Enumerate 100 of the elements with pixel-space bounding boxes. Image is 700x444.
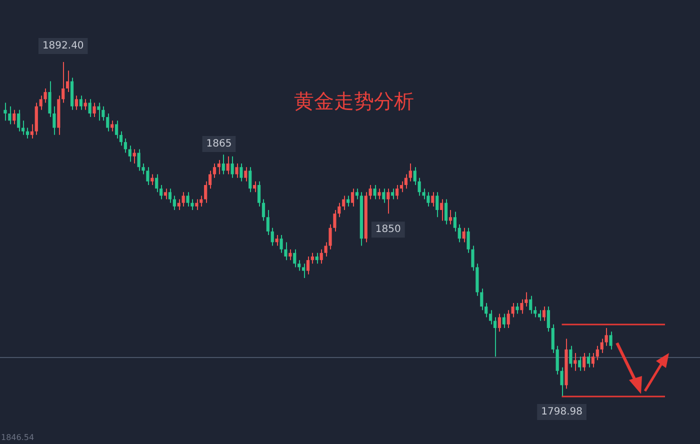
candlestick <box>448 210 452 225</box>
candlestick <box>560 366 564 396</box>
candlestick <box>248 166 252 193</box>
candlestick <box>458 224 461 243</box>
candlestick <box>146 166 150 186</box>
candlestick <box>124 138 128 154</box>
candlestick <box>150 174 154 186</box>
candlestick <box>386 188 390 214</box>
candlestick <box>395 184 399 200</box>
text: 黄金走势分析 <box>294 89 414 114</box>
annotation: 1865 <box>206 138 232 150</box>
annotation: 1850 <box>375 224 401 236</box>
candlestick <box>284 242 288 261</box>
candlestick <box>155 174 158 193</box>
candlestick <box>373 184 376 200</box>
candlestick <box>511 302 514 318</box>
candlestick <box>306 256 310 275</box>
candlestick <box>66 70 70 93</box>
candlestick <box>195 198 198 211</box>
candlestick <box>596 345 599 361</box>
candlestick <box>280 234 283 254</box>
candlestick <box>17 109 20 132</box>
candlestick <box>488 310 492 325</box>
candlestick <box>257 180 261 207</box>
candlestick <box>244 166 248 182</box>
candlestick <box>391 188 394 200</box>
candlestick <box>355 188 359 200</box>
candlestick <box>266 210 270 236</box>
candlestick <box>217 159 221 175</box>
candlestick <box>172 195 176 211</box>
candlestick <box>4 102 7 122</box>
candlestick <box>26 127 30 140</box>
candlestick <box>262 198 266 222</box>
candlestick <box>480 288 484 311</box>
candlestick <box>578 356 582 372</box>
candlestick <box>235 163 238 178</box>
candlestick <box>320 248 323 264</box>
candlestick <box>574 352 577 372</box>
candlestick <box>212 163 216 178</box>
candlestick <box>253 180 256 193</box>
candlestick <box>604 328 608 346</box>
candlestick <box>418 177 421 196</box>
candlestick <box>132 148 136 164</box>
candlestick <box>462 227 466 243</box>
candlestick <box>609 331 612 350</box>
candlestick <box>498 313 502 332</box>
candlestick <box>546 306 550 332</box>
candlestick <box>97 102 100 122</box>
candlestick <box>270 227 274 246</box>
candlestick <box>302 263 306 278</box>
candlestick <box>106 112 110 132</box>
candlestick <box>591 352 595 368</box>
candlestick <box>240 163 243 182</box>
candlestick <box>230 156 234 178</box>
candlestick <box>102 106 105 122</box>
candlestick <box>431 192 434 207</box>
candlestick <box>586 352 590 368</box>
candlestick <box>8 106 12 125</box>
candlestick <box>453 211 456 232</box>
candlestick <box>333 210 336 232</box>
candlestick <box>182 192 185 207</box>
candlestick <box>400 180 404 193</box>
candlestick <box>413 166 416 186</box>
candlestick <box>350 188 354 207</box>
candlestick <box>110 120 114 132</box>
candlestick <box>293 248 296 268</box>
candlestick <box>436 192 439 218</box>
candlestick <box>226 156 230 175</box>
candlestick <box>382 188 386 204</box>
candlestick <box>551 324 554 354</box>
candlestick <box>404 174 408 190</box>
candlestick <box>346 195 350 207</box>
candlestick <box>200 195 203 207</box>
candlestick <box>74 95 78 110</box>
annotation: 1892.40 <box>42 40 84 52</box>
candlestick <box>582 352 586 372</box>
candlestick <box>368 184 372 200</box>
candlestick <box>275 234 278 246</box>
candlestick <box>79 95 82 110</box>
candlestick <box>114 120 118 140</box>
candlestick <box>342 195 346 211</box>
candlestick <box>444 198 448 225</box>
candlestick <box>177 198 180 211</box>
candlestick <box>538 310 542 322</box>
candlestick <box>164 188 168 200</box>
candlestick <box>408 163 412 182</box>
candlestick <box>426 192 430 207</box>
candlestick <box>516 302 519 314</box>
candlestick <box>506 310 510 328</box>
candlestick <box>556 345 559 375</box>
candlestick <box>466 227 470 254</box>
candlestick <box>520 298 524 314</box>
candlestick <box>542 306 546 322</box>
candlestick <box>128 145 132 162</box>
candlestick <box>222 154 225 175</box>
candlestick <box>84 98 87 110</box>
candlestick <box>88 98 92 118</box>
candlestick <box>440 198 444 222</box>
candlestick <box>569 345 572 368</box>
candlestick <box>30 124 34 140</box>
